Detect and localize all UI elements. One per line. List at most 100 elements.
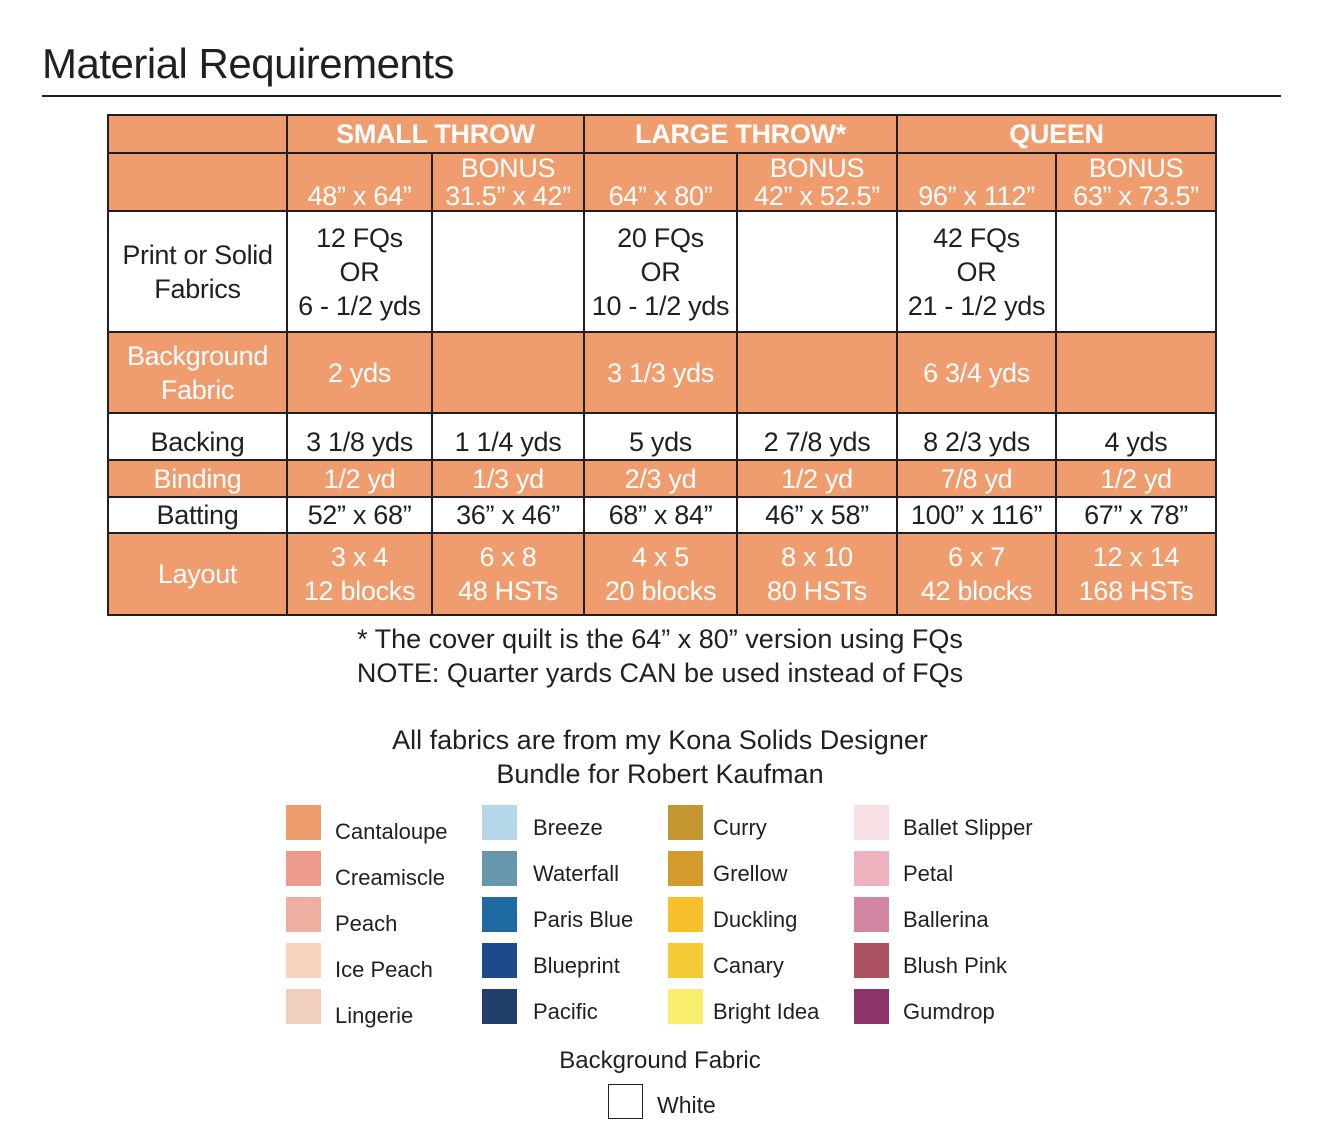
table-cell: 5 yds [583,412,738,461]
background-heading: Background Fabric [559,1047,761,1074]
swatch-label: Cantaloupe [335,819,448,844]
swatch-label: Waterfall [533,861,619,886]
table-cell: 6 3/4 yds [896,331,1057,414]
table-cell: 12 x 14 168 HSTs [1055,532,1217,616]
swatch-box [482,989,517,1024]
table-cell: 42 FQs OR 21 - 1/2 yds [896,210,1057,333]
swatch-label: Ice Peach [335,957,433,982]
table-row: Backing 3 1/8 yds 1 1/4 yds 5 yds 2 7/8 yds 8… [107,412,1217,461]
table-cell: 1/3 yd [431,459,585,498]
cell-line: OR [339,256,380,287]
size-label: 64” x 80” [608,181,713,211]
table-cell: 7/8 yd [896,459,1057,498]
cell-line: 12 x 14 [1092,542,1180,572]
bonus-label: BONUS [769,153,865,183]
group-header: LARGE THROW* [583,114,898,154]
size-cell: BONUS 63” x 73.5” [1055,152,1217,212]
table-cell: 46” x 58” [736,496,898,534]
table-cell: 36” x 46” [431,496,585,534]
cell-line: 20 blocks [604,576,717,606]
cell-line: 48 HSTs [458,576,558,606]
row-label-line: Batting [156,500,239,530]
swatch-label: Petal [903,861,954,886]
cell-line: 3 1/8 yds [306,427,413,457]
cell-line: 21 - 1/2 yds [907,290,1046,321]
row-label-line: Fabric [160,374,235,405]
swatch-box [854,943,889,978]
swatch-label: Gumdrop [903,999,995,1024]
table-cell [431,331,585,414]
fabrics-heading: All fabrics are from my Kona Solids Desi… [0,723,1320,791]
swatch-label: Curry [713,815,767,840]
cell-line: 6 x 8 [479,542,537,572]
group-header: SMALL THROW [286,114,585,154]
swatch-label: Blush Pink [903,953,1007,978]
cell-line: 2 yds [327,357,392,388]
size-label: 48” x 64” [307,181,412,211]
size-cell: 64” x 80” [583,152,738,212]
table-cell: 6 x 7 42 blocks [896,532,1057,616]
swatch-label: Lingerie [335,1003,414,1028]
row-label: Batting [107,496,288,534]
table-cell [736,331,898,414]
row-label: Backing [107,412,288,461]
requirements-table: SMALL THROW LARGE THROW* QUEEN 48” x 64”… [107,114,1217,616]
table-cell: 4 yds [1055,412,1217,461]
cell-line: 67” x 78” [1084,500,1188,530]
cell-line: 1/2 yd [1100,463,1172,494]
row-label: Layout [107,532,288,616]
cell-line: 1 1/4 yds [454,427,562,457]
cell-line: 2/3 yd [624,463,697,494]
cell-line: 1/2 yd [323,463,396,494]
size-label: 96” x 112” [918,181,1035,211]
cell-line: 8 2/3 yds [923,427,1030,457]
table-cell: 20 FQs OR 10 - 1/2 yds [583,210,738,333]
swatch-box [854,851,889,886]
cell-line: OR [640,256,681,287]
row-label-line: Layout [157,559,238,589]
swatch-box [482,851,517,886]
cell-line: 42 blocks [920,576,1033,606]
swatch-label: Creamiscle [335,865,446,890]
fabrics-heading-line: Bundle for Robert Kaufman [496,759,824,789]
cell-line: 168 HSTs [1078,576,1194,606]
swatch-box [482,805,517,840]
cell-line: 5 yds [628,427,693,457]
swatch-label: White [657,1092,716,1118]
cell-line: 8 x 10 [781,542,853,572]
table-cell: 1/2 yd [736,459,898,498]
swatch-label: Peach [335,911,398,936]
group-header: QUEEN [896,114,1217,154]
group-header-row: SMALL THROW LARGE THROW* QUEEN [107,114,1217,154]
fabrics-heading-line: All fabrics are from my Kona Solids Desi… [392,725,928,755]
table-cell: 67” x 78” [1055,496,1217,534]
cell-line: 3 1/3 yds [607,357,714,388]
swatch-label: Grellow [713,861,788,886]
swatch-box [286,989,321,1024]
cell-line: 6 x 7 [947,542,1006,572]
swatch-box [286,805,321,840]
table-cell [431,210,585,333]
size-label: 63” x 73.5” [1073,181,1199,211]
swatch-box [668,897,703,932]
table-cell: 8 x 10 80 HSTs [736,532,898,616]
cell-line: 20 FQs [617,222,704,253]
swatch-box [482,897,517,932]
swatch-label: Pacific [533,999,598,1024]
title-rule [42,95,1281,97]
swatch-label: Paris Blue [533,907,634,932]
table-row: Binding 1/2 yd 1/3 yd 2/3 yd 1/2 yd 7/8 yd 1/2… [107,459,1217,498]
swatch-box [286,897,321,932]
cell-line: 4 x 5 [631,542,690,572]
table-row: Layout 3 x 4 12 blocks 6 x 8 48 HSTs 4 x 5 20 … [107,532,1217,616]
cell-line: 7/8 yd [940,463,1013,494]
table-cell: 3 1/8 yds [286,412,433,461]
page-title: Material Requirements [42,40,455,87]
cell-line: 6 3/4 yds [923,357,1030,388]
table-cell: 52” x 68” [286,496,433,534]
cell-line: 68” x 84” [608,500,713,530]
swatch-box [668,943,703,978]
cell-line: 52” x 68” [307,500,412,530]
table-cell: 1 1/4 yds [431,412,585,461]
bonus-label: BONUS [460,153,556,183]
